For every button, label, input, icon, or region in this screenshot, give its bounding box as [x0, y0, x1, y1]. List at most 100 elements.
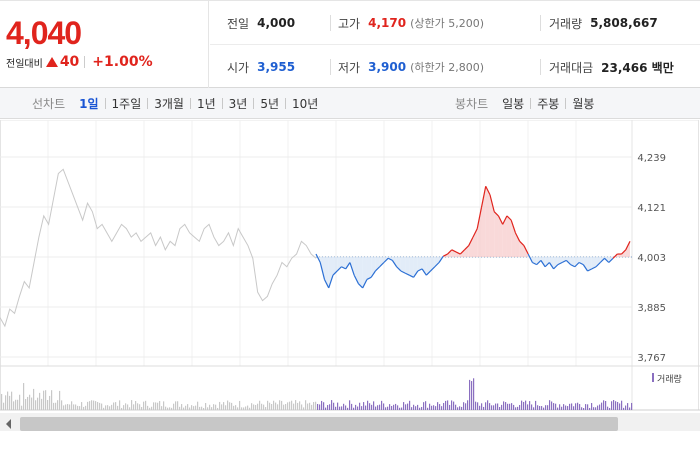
volume-bar	[375, 406, 377, 410]
volume-bar	[623, 407, 625, 410]
volume-bar	[105, 405, 107, 410]
volume-bar	[531, 404, 533, 410]
volume-bar	[473, 378, 475, 410]
volume-bar	[549, 400, 551, 410]
volume-bar	[403, 402, 405, 410]
volume-bar	[379, 404, 381, 410]
volume-bar	[297, 402, 299, 410]
volume-bar	[419, 407, 421, 410]
volume-bar	[185, 405, 187, 410]
volume-bar	[393, 404, 395, 410]
volume-bar	[387, 406, 389, 410]
volume-bar	[253, 404, 255, 410]
down-segment	[336, 266, 342, 272]
volume-bar	[331, 400, 333, 410]
stat-low: 저가 3,900 (하한가 2,800)	[338, 45, 484, 89]
up-area	[477, 207, 482, 257]
down-segment	[328, 275, 334, 289]
down-segment	[595, 262, 601, 268]
stat-value: 4,000	[257, 16, 296, 30]
volume-bar	[5, 395, 7, 410]
volume-bar	[507, 403, 509, 410]
volume-bar	[533, 407, 535, 410]
volume-bar	[25, 399, 27, 410]
volume-bar	[11, 391, 13, 410]
volume-bar	[37, 397, 39, 410]
volume-bar	[99, 402, 101, 410]
volume-bar	[35, 400, 37, 410]
stat-value: 3,955	[257, 60, 296, 74]
volume-bar	[209, 404, 211, 410]
volume-bar	[65, 404, 67, 410]
volume-bar	[365, 405, 367, 410]
volume-bar	[599, 404, 601, 410]
stat-label: 거래량	[549, 16, 583, 31]
divider	[84, 56, 86, 68]
volume-bar	[347, 407, 349, 410]
candle-weekly[interactable]: 주봉	[537, 97, 560, 111]
volume-bar	[615, 401, 617, 410]
candle-monthly[interactable]: 월봉	[572, 97, 595, 111]
up-segment	[447, 249, 453, 255]
down-segment	[353, 274, 359, 284]
period-5y[interactable]: 5년	[260, 97, 280, 111]
volume-bar	[271, 404, 273, 410]
volume-bar	[97, 402, 99, 410]
volume-bar	[429, 403, 431, 410]
period-1w[interactable]: 1주일	[111, 97, 142, 111]
volume-bar	[345, 405, 347, 410]
volume-bar	[585, 404, 587, 410]
divider	[285, 98, 287, 109]
period-1y[interactable]: 1년	[196, 97, 216, 111]
period-10y[interactable]: 10년	[292, 97, 319, 111]
volume-bar	[389, 404, 391, 410]
volume-bar	[499, 407, 501, 410]
volume-bar	[333, 402, 335, 410]
price-chart: 4,239 4,121 4,003 3,885 3,767 거래량	[0, 119, 700, 445]
volume-bar	[137, 403, 139, 410]
volume-bar	[51, 390, 53, 410]
volume-bar	[489, 403, 491, 410]
volume-bar	[467, 400, 469, 410]
volume-bar	[291, 400, 293, 410]
volume-bar	[225, 405, 227, 410]
volume-bar	[195, 405, 197, 410]
down-area	[332, 257, 338, 276]
volume-bar	[171, 407, 173, 410]
volume-bar	[145, 400, 147, 410]
period-3m[interactable]: 3개월	[154, 97, 184, 111]
up-area	[511, 220, 516, 257]
volume-bar	[451, 400, 453, 410]
up-area	[464, 245, 469, 257]
volume-bar	[441, 406, 443, 410]
volume-bar	[27, 396, 29, 410]
volume-bar	[407, 403, 409, 410]
volume-bar	[77, 405, 79, 410]
volume-bar	[33, 388, 35, 410]
volume-bar	[581, 407, 583, 410]
volume-bar	[545, 405, 547, 410]
scroll-left-icon	[6, 419, 11, 429]
stat-value: 23,466 백만	[601, 60, 674, 75]
candle-daily[interactable]: 일봉	[502, 97, 525, 111]
volume-bar	[447, 400, 449, 410]
volume-bar	[613, 400, 615, 410]
volume-bar	[233, 405, 235, 410]
previous-day-line	[0, 168, 317, 328]
volume-bar	[359, 402, 361, 410]
volume-bar	[487, 400, 489, 410]
volume-bar	[203, 407, 205, 410]
volume-bar	[93, 400, 95, 410]
up-segment	[451, 249, 457, 253]
period-3y[interactable]: 3년	[228, 97, 248, 111]
volume-bar	[455, 404, 457, 410]
scrollbar-thumb	[20, 417, 618, 431]
down-area	[553, 257, 558, 269]
up-segment	[489, 194, 495, 212]
up-area	[625, 241, 630, 257]
period-1d[interactable]: 1일	[79, 97, 99, 111]
volume-bar	[607, 406, 609, 410]
volume-bar	[399, 407, 401, 410]
volume-bar	[625, 405, 627, 410]
volume-bar	[69, 404, 71, 410]
